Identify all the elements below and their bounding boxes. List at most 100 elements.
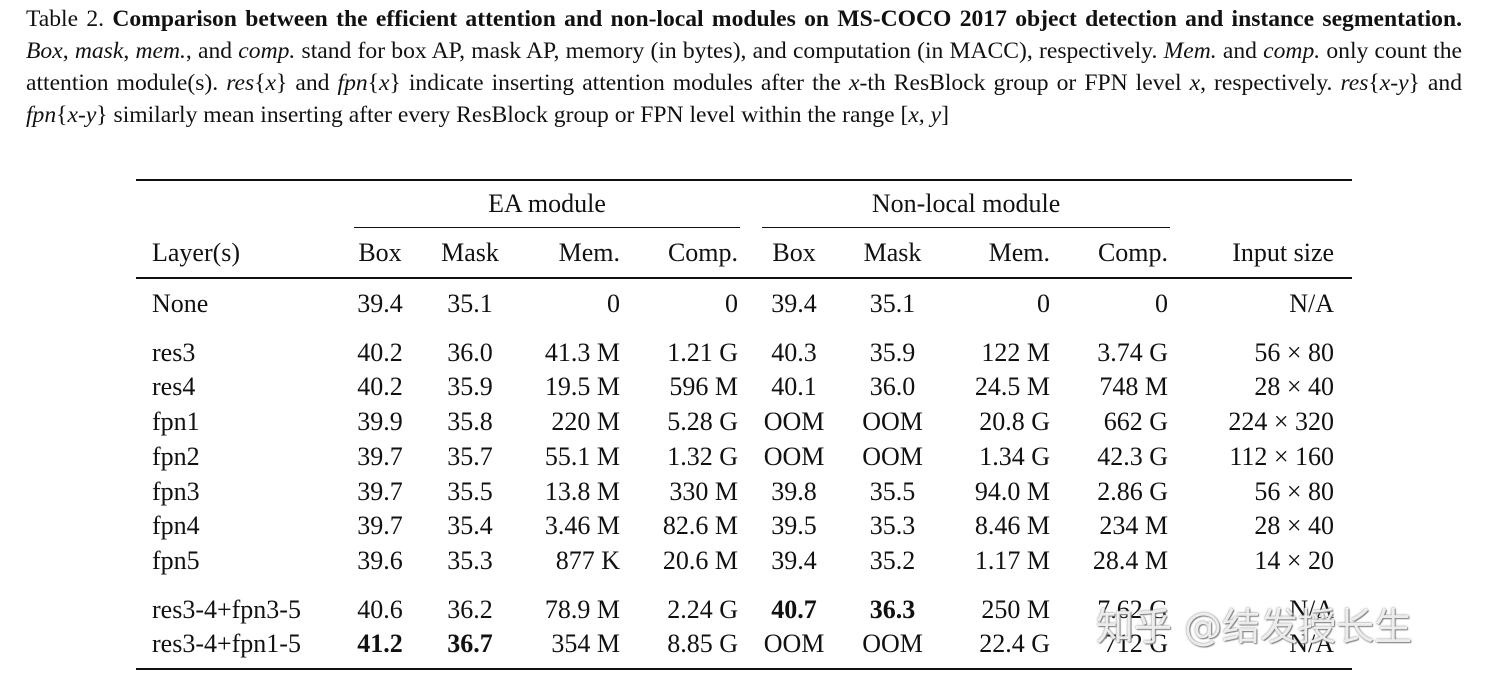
caption-text: { <box>254 70 266 96</box>
table-cell: 42.3 G <box>1097 441 1169 471</box>
empty-cell <box>1178 180 1352 228</box>
caption-text: ] <box>941 102 949 128</box>
table-cell: 35.2 <box>869 545 916 575</box>
table-cell: 40.3 <box>771 337 817 367</box>
table-cell: 19.5 M <box>544 372 620 402</box>
caption-text: Table 2. <box>26 6 113 32</box>
table-cell: 330 M <box>669 476 739 506</box>
table-cell: 82.6 M <box>662 511 739 541</box>
caption-text: res <box>226 70 255 96</box>
table-cell: 8.46 M <box>974 511 1051 541</box>
caption-text: Comparison between the efficient attenti… <box>112 6 1462 32</box>
table-cell: 596 M <box>669 372 739 402</box>
caption-text: , <box>123 38 136 64</box>
table-cell: 35.1 <box>869 289 916 318</box>
column-header-row: Layer(s) Box Mask Mem. Comp. Box Mask Mem. Comp.… <box>136 228 1353 279</box>
table-cell: OOM <box>763 441 825 471</box>
table-cell: 2.24 G <box>667 594 739 624</box>
table-row: res3 40.2 36.0 41.3 M 1.21 G 40.3 35.9 122 M 3.7… <box>136 322 1352 371</box>
table-cell: 39.7 <box>357 511 403 541</box>
caption-text: , <box>62 38 75 64</box>
caption-text: Box <box>26 38 63 64</box>
table-cell: 39.4 <box>771 545 817 575</box>
table-cell: 35.7 <box>447 441 493 471</box>
caption-text: comp. <box>238 38 296 64</box>
table-cell: 13.8 M <box>544 476 620 506</box>
table-cell: 56 × 80 <box>1254 337 1335 367</box>
caption: Table 2. Comparison between the efficien… <box>26 3 1462 131</box>
table-cell: 28.4 M <box>1092 545 1169 575</box>
table-body: None 39.4 35.1 0 0 39.4 35.1 0 0 N/A res3 40.2 36.0 4… <box>136 278 1352 669</box>
table-cell: 3.74 G <box>1097 337 1169 367</box>
table-cell: 1.17 M <box>974 545 1051 575</box>
table-cell: 24.5 M <box>974 372 1051 402</box>
row-label: res3-4+fpn3-5 <box>152 594 301 624</box>
table-cell: 39.7 <box>357 476 403 506</box>
caption-text: } similarly mean inserting after every R… <box>96 102 909 128</box>
table-cell: 0 <box>725 289 739 318</box>
caption-text: mask <box>74 38 124 64</box>
table-cell: 39.4 <box>771 289 817 318</box>
caption-text: comp. <box>1263 38 1321 64</box>
table-cell: 35.1 <box>447 289 493 318</box>
column-header: Box <box>340 228 420 279</box>
table-cell: N/A <box>1289 629 1335 659</box>
table-cell: 40.2 <box>357 372 403 402</box>
group-header-row: EA module Non-local module <box>136 180 1352 228</box>
table-cell: 36.7 <box>447 629 493 659</box>
table-cell: 35.8 <box>447 407 493 437</box>
table-cell: 40.1 <box>771 372 817 402</box>
caption-text: mem. <box>135 38 186 64</box>
table-cell: 2.86 G <box>1097 476 1169 506</box>
table-cell: 662 G <box>1103 407 1169 437</box>
table-cell: 35.5 <box>447 476 493 506</box>
caption-text: fpn <box>337 70 368 96</box>
table-row: res4 40.2 35.9 19.5 M 596 M 40.1 36.0 24.5 M 748… <box>136 370 1352 405</box>
table-cell: 35.5 <box>869 476 916 506</box>
table-cell: 354 M <box>551 629 620 659</box>
caption-text: stand for box AP, mask AP, memory (in by… <box>295 38 1164 64</box>
group-header: Non-local module <box>748 180 1178 228</box>
table-row: fpn3 39.7 35.5 13.8 M 330 M 39.8 35.5 94.0 M 2.8… <box>136 475 1352 510</box>
table-cell: 36.2 <box>447 594 493 624</box>
table-row: res3-4+fpn1-5 41.2 36.7 354 M 8.85 G OOM OOM 22… <box>136 627 1352 669</box>
table-cell: 55.1 M <box>544 441 620 471</box>
table-cell: 40.7 <box>771 594 817 624</box>
row-label: fpn2 <box>152 441 200 471</box>
column-header: Mask <box>420 228 520 279</box>
caption-text: x <box>379 70 390 96</box>
table-cell: 28 × 40 <box>1254 372 1335 402</box>
table-row: fpn1 39.9 35.8 220 M 5.28 G OOM OOM 20.8 G 662 G… <box>136 405 1352 440</box>
caption-text: x, y <box>908 102 942 128</box>
table-row: None 39.4 35.1 0 0 39.4 35.1 0 0 N/A <box>136 278 1352 322</box>
table-cell: 0 <box>1037 289 1051 318</box>
table-cell: 122 M <box>981 337 1051 367</box>
group-label: Non-local module <box>762 181 1171 228</box>
caption-text: } and <box>276 70 338 96</box>
caption-text: res <box>1340 70 1369 96</box>
group-header: EA module <box>340 180 748 228</box>
column-header: Input size <box>1178 228 1353 279</box>
table-cell: 39.8 <box>771 476 817 506</box>
table-cell: 1.21 G <box>667 337 739 367</box>
caption-text: , respectively. <box>1200 70 1341 96</box>
table-cell: 224 × 320 <box>1228 407 1335 437</box>
caption-text: x <box>265 70 277 96</box>
table-cell: 748 M <box>1099 372 1169 402</box>
table-cell: 35.3 <box>869 511 916 541</box>
table-cell: 14 × 20 <box>1254 545 1335 575</box>
table-cell: 234 M <box>1099 511 1169 541</box>
caption-text: x <box>848 70 860 96</box>
table-cell: 40.6 <box>357 594 403 624</box>
caption-text: -th ResBlock group or FPN level <box>859 70 1190 96</box>
table-cell: 35.9 <box>869 337 916 367</box>
table-cell: 0 <box>607 289 620 318</box>
empty-cell <box>136 180 340 228</box>
column-header: Comp. <box>1060 228 1179 279</box>
table-cell: 7.62 G <box>1097 594 1169 624</box>
table-cell: OOM <box>763 407 825 437</box>
table-cell: 39.9 <box>357 407 403 437</box>
table-cell: N/A <box>1289 594 1335 624</box>
column-header: Mem. <box>945 228 1061 279</box>
row-label: fpn5 <box>152 545 200 575</box>
